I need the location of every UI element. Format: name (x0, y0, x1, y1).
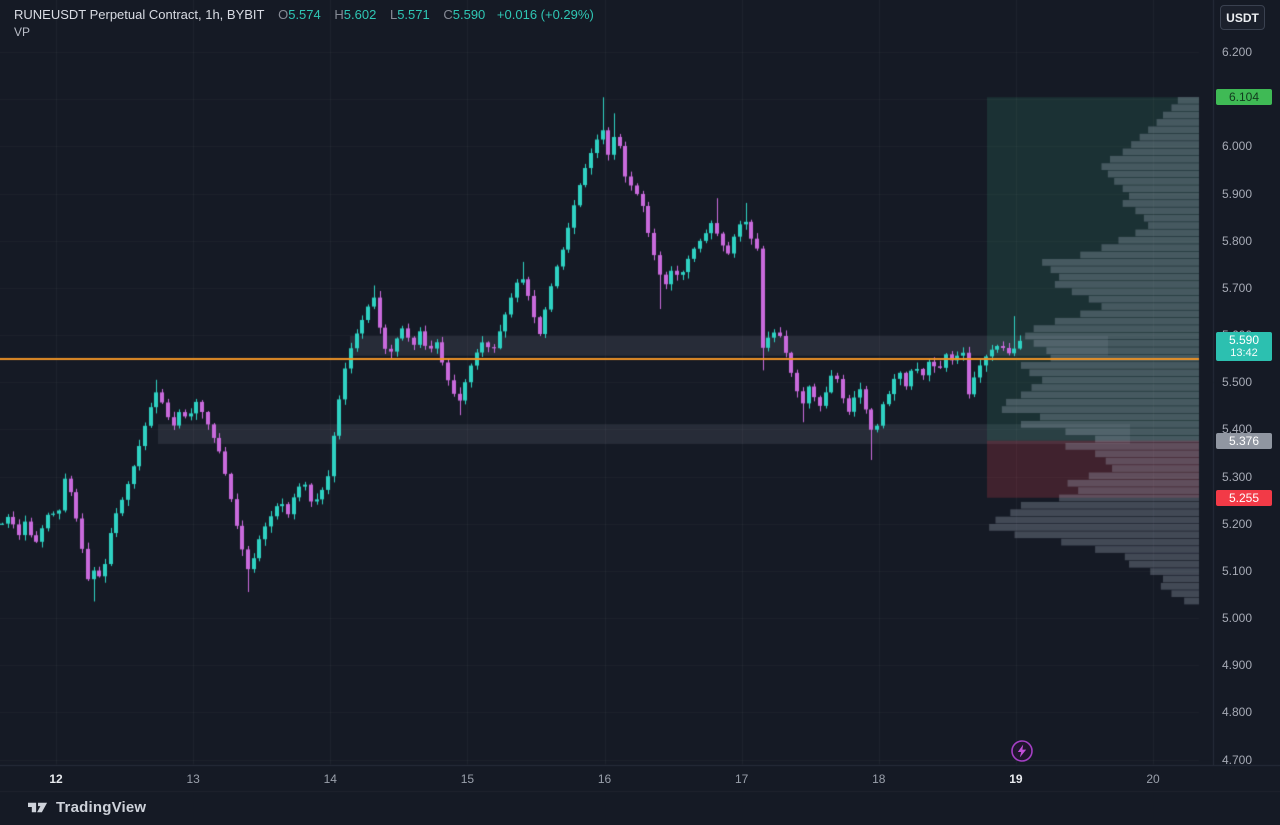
price-axis[interactable]: 6.2006.1006.0005.9005.8005.7005.6005.500… (1214, 0, 1280, 767)
low-value: 5.571 (397, 7, 430, 22)
tradingview-logo-icon (28, 802, 48, 813)
tradingview-logo-text: TradingView (56, 799, 147, 816)
time-tick-12: 12 (49, 772, 63, 786)
change-value: +0.016 (+0.29%) (496, 7, 594, 22)
price-tick: 5.800 (1222, 233, 1253, 248)
time-tick-20: 20 (1146, 772, 1160, 786)
last-price-label: 5.590 13:42 (1216, 331, 1272, 361)
price-tick: 5.500 (1222, 375, 1253, 390)
open-label: O (278, 7, 289, 22)
chart-legend: RUNEUSDT Perpetual Contract, 1h, BYBIT O… (14, 7, 594, 22)
stop-price-label: 5.255 (1216, 489, 1272, 506)
entry-price-label: 5.376 (1216, 432, 1272, 449)
low-label: L (389, 7, 398, 22)
time-axis[interactable]: 12 13 14 15 16 17 18 19 20 (0, 766, 1280, 792)
price-tick: 6.200 (1222, 45, 1253, 59)
currency-unit-button[interactable]: USDT (1220, 5, 1265, 30)
price-tick: 5.300 (1222, 469, 1253, 484)
time-tick-14: 14 (323, 772, 337, 786)
time-tick-15: 15 (460, 772, 475, 786)
price-tick: 4.800 (1222, 705, 1253, 720)
bar-countdown: 13:42 (1230, 346, 1258, 359)
open-value: 5.574 (288, 7, 321, 22)
price-tick: 4.900 (1222, 658, 1253, 673)
time-tick-17: 17 (734, 772, 749, 786)
time-tick-13: 13 (186, 772, 200, 786)
lightning-event-icon[interactable] (1010, 739, 1034, 763)
symbol-title[interactable]: RUNEUSDT Perpetual Contract, 1h, BYBIT (14, 7, 265, 22)
high-label: H (334, 7, 344, 22)
price-tick: 4.700 (1222, 752, 1253, 767)
high-value: 5.602 (343, 7, 377, 22)
tradingview-logo[interactable]: TradingView (28, 799, 146, 816)
target-price-label: 6.104 (1216, 89, 1272, 106)
time-tick-16: 16 (597, 772, 612, 786)
close-value: 5.590 (452, 7, 486, 22)
price-tick: 5.100 (1222, 563, 1253, 578)
close-label: C (443, 7, 453, 22)
time-tick-19: 19 (1009, 772, 1023, 786)
price-tick: 6.000 (1222, 139, 1253, 154)
price-tick: 5.000 (1222, 611, 1253, 625)
indicator-legend-vp[interactable]: VP (14, 25, 31, 39)
price-tick: 5.200 (1222, 516, 1253, 531)
time-tick-18: 18 (872, 772, 886, 786)
price-tick: 5.700 (1222, 280, 1253, 295)
price-tick: 5.900 (1222, 186, 1253, 201)
